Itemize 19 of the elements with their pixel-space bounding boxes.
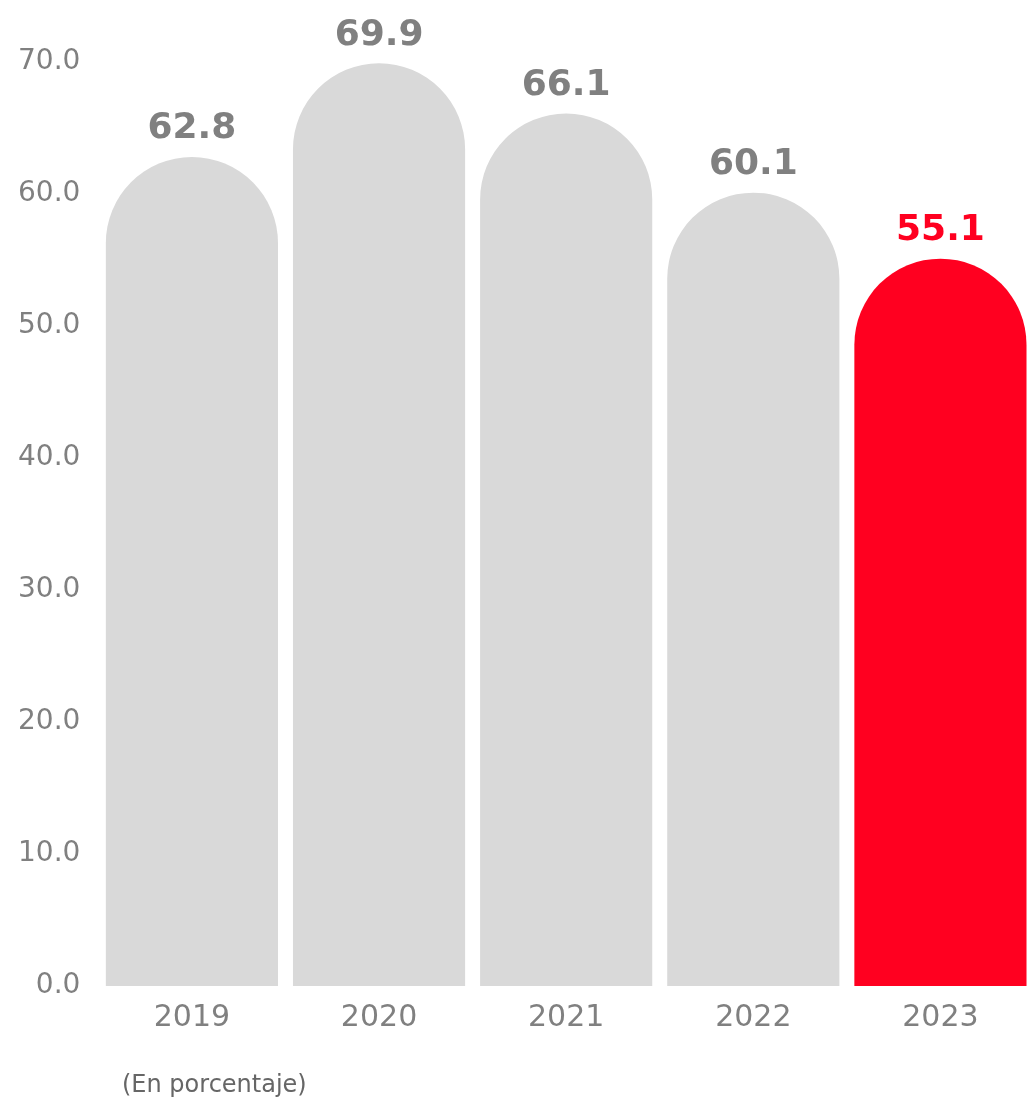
data-label: 66.1 bbox=[521, 61, 611, 103]
x-tick-label: 2020 bbox=[340, 997, 418, 1033]
y-tick-label: 50.0 bbox=[18, 307, 81, 341]
x-tick-label: 2023 bbox=[902, 997, 979, 1033]
x-tick-label: 2021 bbox=[527, 997, 605, 1033]
x-tick-label: 2022 bbox=[715, 997, 792, 1033]
x-tick-label: 2019 bbox=[153, 997, 231, 1033]
y-tick-label: 20.0 bbox=[18, 703, 81, 737]
text: (En porcentaje) bbox=[122, 1070, 307, 1098]
data-label: 60.1 bbox=[708, 141, 798, 183]
y-tick-label: 10.0 bbox=[18, 835, 81, 869]
y-tick-label: 40.0 bbox=[18, 439, 81, 473]
y-tick-label: 0.0 bbox=[35, 967, 81, 1001]
data-label: 55.1 bbox=[896, 207, 985, 249]
data-label: 69.9 bbox=[334, 11, 424, 53]
y-tick-label: 70.0 bbox=[18, 43, 81, 77]
y-tick-label: 30.0 bbox=[18, 571, 81, 605]
y-tick-label: 60.0 bbox=[18, 175, 81, 209]
data-label: 62.8 bbox=[147, 105, 237, 147]
